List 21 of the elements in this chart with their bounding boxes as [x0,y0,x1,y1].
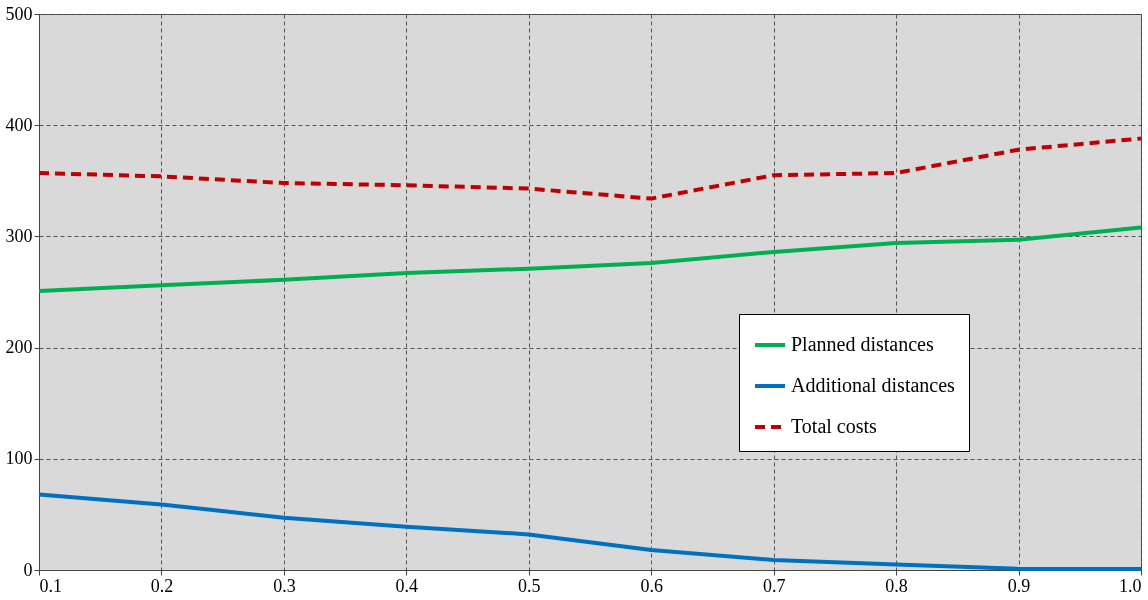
x-tick-label: 0.9 [1007,575,1031,596]
y-tick-label: 100 [5,448,33,469]
legend-label: Planned distances [791,333,934,355]
x-tick-label: 0.7 [762,575,786,596]
line-series [37,136,1143,201]
x-tick-label: 0.8 [885,575,908,596]
x-tick-label: 0.2 [150,575,174,596]
x-tick-label: 0.6 [640,575,663,596]
legend-label: Additional distances [791,374,956,396]
y-tick-label: 500 [5,3,33,24]
y-tick-label: 200 [5,337,33,358]
line-series [37,225,1143,293]
x-tick-label: 0.1 [39,575,62,596]
legend-label: Total costs [791,415,878,437]
x-tick-label: 0.3 [273,575,296,596]
x-tick-label: 1.0 [1119,575,1142,596]
y-tick-label: 400 [5,114,33,135]
x-tick-label: 0.5 [518,575,541,596]
y-tick-label: 300 [5,225,33,246]
y-tick-label: 0 [23,559,33,580]
x-tick-label: 0.4 [395,575,419,596]
